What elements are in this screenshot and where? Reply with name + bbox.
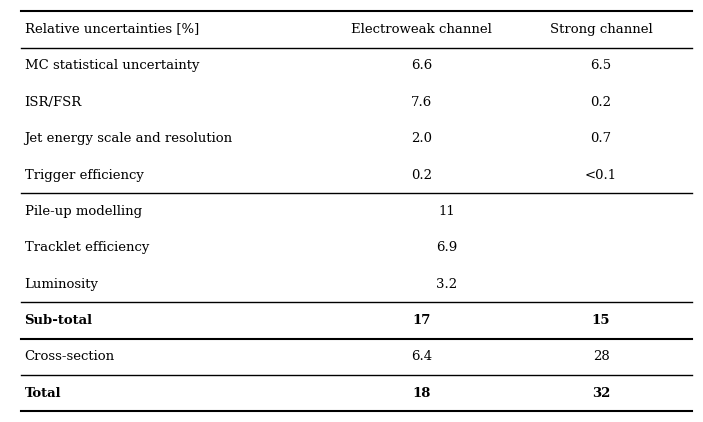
Text: 0.2: 0.2	[411, 168, 432, 181]
Text: Strong channel: Strong channel	[550, 23, 652, 35]
Text: Trigger efficiency: Trigger efficiency	[25, 168, 143, 181]
Text: 15: 15	[592, 314, 610, 327]
Text: MC statistical uncertainty: MC statistical uncertainty	[25, 60, 199, 73]
Text: 2.0: 2.0	[411, 132, 432, 145]
Text: Jet energy scale and resolution: Jet energy scale and resolution	[25, 132, 233, 145]
Text: 6.6: 6.6	[411, 60, 432, 73]
Text: 3.2: 3.2	[436, 278, 457, 291]
Text: 6.9: 6.9	[436, 241, 457, 254]
Text: 32: 32	[592, 387, 610, 400]
Text: 6.5: 6.5	[591, 60, 612, 73]
Text: 0.2: 0.2	[591, 96, 612, 109]
Text: 6.4: 6.4	[411, 350, 432, 363]
Text: Total: Total	[25, 387, 61, 400]
Text: 11: 11	[438, 205, 455, 218]
Text: 0.7: 0.7	[591, 132, 612, 145]
Text: Luminosity: Luminosity	[25, 278, 98, 291]
Text: 7.6: 7.6	[411, 96, 432, 109]
Text: Relative uncertainties [%]: Relative uncertainties [%]	[25, 23, 199, 35]
Text: 18: 18	[413, 387, 431, 400]
Text: Sub-total: Sub-total	[25, 314, 93, 327]
Text: Cross-section: Cross-section	[25, 350, 115, 363]
Text: 28: 28	[593, 350, 610, 363]
Text: Electroweak channel: Electroweak channel	[352, 23, 492, 35]
Text: Tracklet efficiency: Tracklet efficiency	[25, 241, 149, 254]
Text: Pile-up modelling: Pile-up modelling	[25, 205, 142, 218]
Text: ISR/FSR: ISR/FSR	[25, 96, 82, 109]
Text: 17: 17	[413, 314, 431, 327]
Text: <0.1: <0.1	[585, 168, 617, 181]
